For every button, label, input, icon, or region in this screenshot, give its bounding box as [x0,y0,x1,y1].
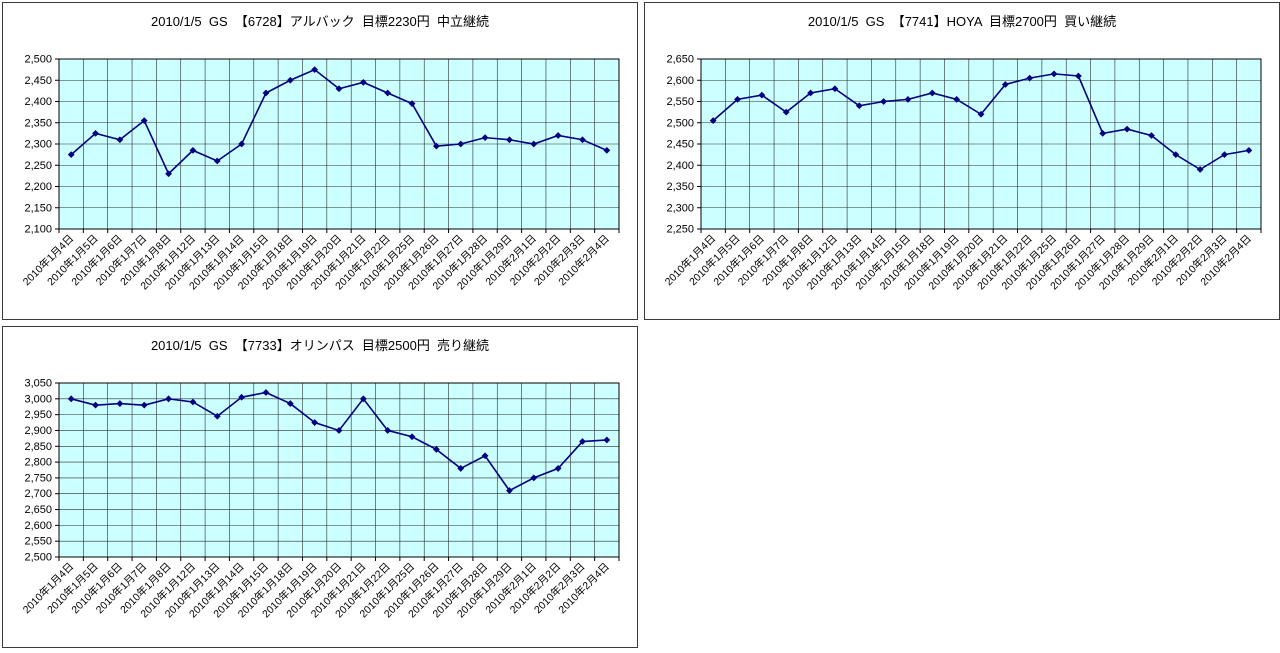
chart-panel-olympus-7733: 2010/1/5 GS 【7733】オリンパス 目標2500円 売り継続 2,5… [2,326,638,648]
svg-text:2,350: 2,350 [666,181,694,193]
svg-text:2,700: 2,700 [24,488,52,500]
svg-text:2,400: 2,400 [666,160,694,172]
line-chart-olympus-7733: 2,500 2,550 2,600 2,650 2,700 2,750 2,800 2,850… [20,378,620,620]
svg-text:2,550: 2,550 [666,96,694,108]
svg-text:2,500: 2,500 [666,117,694,129]
svg-text:2,750: 2,750 [24,472,52,484]
svg-text:2,950: 2,950 [24,409,52,421]
svg-text:2,250: 2,250 [666,224,694,236]
svg-text:2,250: 2,250 [24,160,52,172]
svg-text:2,650: 2,650 [24,504,52,516]
svg-text:2,450: 2,450 [24,75,52,87]
svg-text:3,000: 3,000 [24,393,52,405]
line-chart-hoya-7741: 2,250 2,300 2,350 2,400 2,450 2,500 2,550 2,600… [662,54,1262,292]
empty-area [644,326,1280,648]
svg-text:2,150: 2,150 [24,202,52,214]
svg-text:2,550: 2,550 [24,536,52,548]
line-chart-ulvac-6728: 2,100 2,150 2,200 2,250 2,300 2,350 2,400 2,450… [20,54,620,292]
svg-text:2,200: 2,200 [24,181,52,193]
svg-text:2,600: 2,600 [24,520,52,532]
chart-title-hoya-7741: 2010/1/5 GS 【7741】HOYA 目標2700円 買い継続 [807,14,1117,29]
svg-text:2,500: 2,500 [24,54,52,66]
svg-text:2,350: 2,350 [24,117,52,129]
svg-text:2,600: 2,600 [666,75,694,87]
svg-text:2,900: 2,900 [24,425,52,437]
chart-panel-hoya-7741: 2010/1/5 GS 【7741】HOYA 目標2700円 買い継続 2,25… [644,2,1280,320]
svg-text:3,050: 3,050 [24,378,52,390]
chart-title-olympus-7733: 2010/1/5 GS 【7733】オリンパス 目標2500円 売り継続 [150,338,490,353]
svg-text:2,650: 2,650 [666,54,694,66]
svg-text:2,800: 2,800 [24,457,52,469]
svg-text:2,300: 2,300 [24,139,52,151]
svg-text:2,450: 2,450 [666,139,694,151]
svg-text:2,400: 2,400 [24,96,52,108]
svg-text:2,850: 2,850 [24,441,52,453]
svg-text:2,500: 2,500 [24,552,52,564]
svg-text:2,300: 2,300 [666,202,694,214]
chart-title-ulvac-6728: 2010/1/5 GS 【6728】アルバック 目標2230円 中立継続 [151,14,489,29]
chart-panel-ulvac-6728: 2010/1/5 GS 【6728】アルバック 目標2230円 中立継続 2,1… [2,2,638,320]
svg-text:2,100: 2,100 [24,224,52,236]
